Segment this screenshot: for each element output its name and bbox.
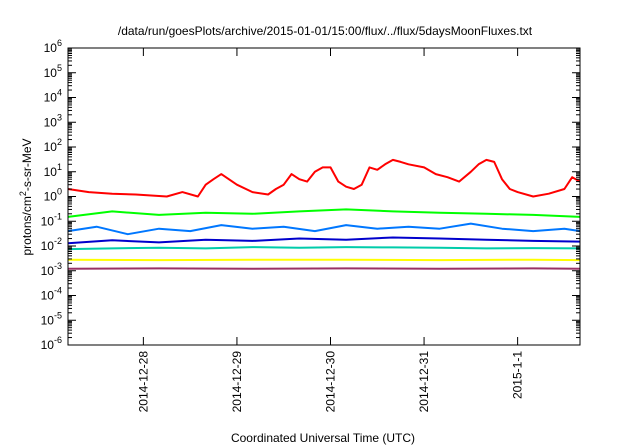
y-tick-label: 10-2	[41, 236, 62, 253]
series-line-3	[67, 222, 581, 236]
y-tick-label: 101	[44, 162, 62, 179]
y-tick-label-base: 10	[44, 165, 58, 179]
y-tick-label: 10-3	[41, 261, 62, 278]
series-line-2	[67, 208, 581, 218]
y-tick-label-base: 10	[41, 239, 55, 253]
y-axis-label-superscript: 2	[18, 191, 28, 196]
x-tick-label: 2014-12-29	[230, 351, 244, 413]
x-axis-label: Coordinated Universal Time (UTC)	[231, 431, 415, 445]
x-tick-label: 2014-12-31	[417, 351, 431, 413]
y-axis-label-prefix: protons/cm	[20, 196, 34, 255]
series-line-1	[67, 158, 581, 198]
y-axis-label-suffix: -s-sr-MeV	[20, 138, 34, 191]
y-tick-label-base: 10	[41, 264, 55, 278]
y-tick-label: 10-6	[41, 335, 62, 352]
y-tick-label-exponent: -6	[54, 335, 62, 345]
y-tick-label-base: 10	[44, 190, 58, 204]
y-axis-label: protons/cm2-s-sr-MeV	[18, 138, 34, 255]
y-tick-layer: 10-610-510-410-310-210-11001011021031041…	[41, 38, 580, 352]
x-tick-label: 2014-12-28	[136, 351, 150, 413]
y-tick-label-exponent: 0	[57, 187, 62, 197]
y-tick-label-base: 10	[44, 115, 58, 129]
y-tick-label-exponent: -4	[54, 286, 62, 296]
series-line-4	[67, 236, 581, 245]
y-tick-label-exponent: 3	[57, 112, 62, 122]
y-tick-label-exponent: 6	[57, 38, 62, 48]
y-tick-label-base: 10	[41, 214, 55, 228]
y-tick-label-base: 10	[44, 66, 58, 80]
series-line-5	[67, 246, 581, 251]
y-tick-label-base: 10	[44, 140, 58, 154]
y-tick-label: 105	[44, 63, 62, 80]
y-tick-label: 103	[44, 112, 62, 129]
y-tick-label-exponent: 4	[57, 88, 62, 98]
x-tick-label: 2014-12-30	[323, 351, 337, 413]
y-tick-label-exponent: -2	[54, 236, 62, 246]
y-tick-label: 104	[44, 88, 62, 105]
y-tick-label: 10-4	[41, 286, 62, 303]
y-tick-label-exponent: 5	[57, 63, 62, 73]
y-tick-label: 10-5	[41, 310, 62, 327]
y-tick-label: 10-1	[41, 211, 62, 228]
plot-frame	[67, 47, 581, 346]
y-tick-label-base: 10	[41, 289, 55, 303]
y-tick-label: 100	[44, 187, 62, 204]
chart-title: /data/run/goesPlots/archive/2015-01-01/1…	[118, 24, 533, 38]
y-tick-label-base: 10	[44, 91, 58, 105]
y-tick-label-exponent: -5	[54, 310, 62, 320]
y-tick-label-base: 10	[41, 313, 55, 327]
y-tick-label-exponent: -1	[54, 211, 62, 221]
series-layer	[67, 158, 581, 270]
y-tick-label-base: 10	[44, 41, 58, 55]
y-tick-label-base: 10	[41, 338, 55, 352]
x-tick-label: 2015-1-1	[511, 351, 525, 399]
y-tick-label-exponent: 2	[57, 137, 62, 147]
y-tick-label-exponent: -3	[54, 261, 62, 271]
y-tick-label: 102	[44, 137, 62, 154]
y-tick-label-exponent: 1	[57, 162, 62, 172]
y-tick-label: 106	[44, 38, 62, 55]
x-tick-layer: 2014-12-28 2014-12-29 2014-12-30 2014-12-31…	[136, 48, 525, 413]
